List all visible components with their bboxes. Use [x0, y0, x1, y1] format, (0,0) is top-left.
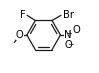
- Text: O: O: [72, 25, 80, 35]
- Text: +: +: [67, 29, 73, 38]
- Text: −: −: [68, 41, 74, 50]
- Text: O: O: [65, 40, 72, 50]
- Text: Br: Br: [63, 10, 74, 20]
- Text: F: F: [20, 10, 26, 20]
- Text: N: N: [64, 30, 71, 40]
- Text: O: O: [16, 30, 23, 40]
